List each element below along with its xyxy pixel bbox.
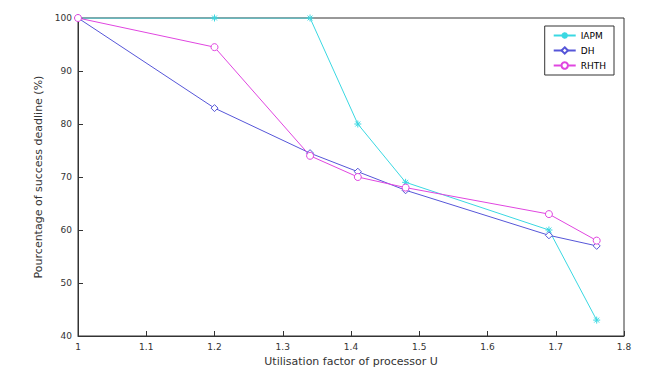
svg-text:100: 100 (55, 13, 72, 23)
svg-text:60: 60 (61, 225, 73, 235)
svg-text:80: 80 (61, 119, 73, 129)
svg-text:50: 50 (61, 278, 73, 288)
svg-text:1.8: 1.8 (617, 342, 632, 352)
svg-text:1.6: 1.6 (480, 342, 495, 352)
svg-text:1.3: 1.3 (276, 342, 290, 352)
svg-text:IAPM: IAPM (581, 31, 603, 41)
svg-text:90: 90 (61, 66, 73, 76)
svg-text:Pourcentage of success deadlin: Pourcentage of success deadline (%) (32, 76, 45, 279)
svg-text:1.5: 1.5 (412, 342, 426, 352)
svg-text:1.4: 1.4 (344, 342, 359, 352)
svg-text:1.1: 1.1 (139, 342, 153, 352)
svg-text:RHTH: RHTH (581, 61, 606, 71)
svg-text:Utilisation factor of processo: Utilisation factor of processor U (264, 355, 437, 368)
svg-text:DH: DH (581, 46, 595, 56)
svg-text:1.7: 1.7 (549, 342, 563, 352)
svg-text:1.2: 1.2 (207, 342, 221, 352)
svg-text:70: 70 (61, 172, 73, 182)
svg-text:1: 1 (75, 342, 81, 352)
svg-text:40: 40 (61, 331, 73, 341)
